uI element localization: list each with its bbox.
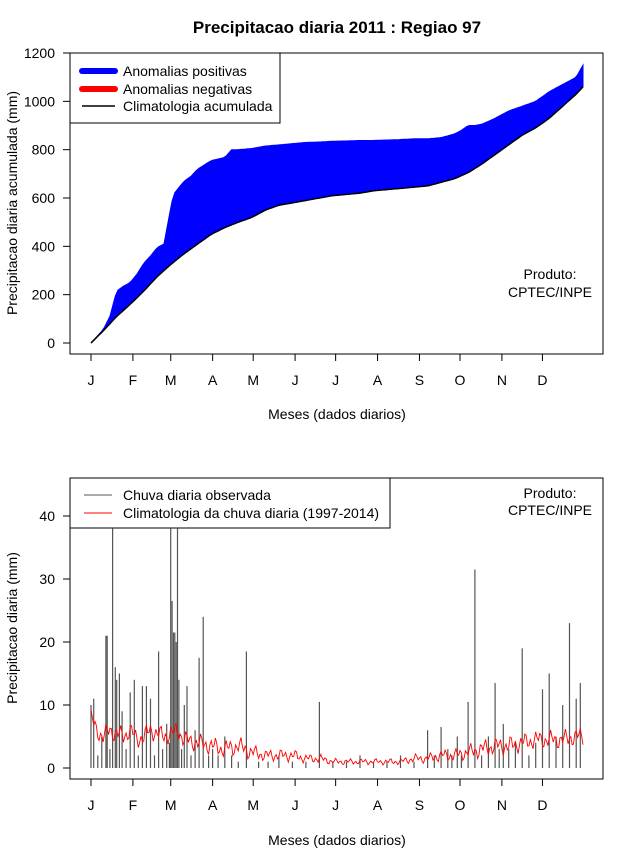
x-tick-label-bottom: O: [455, 797, 466, 813]
x-tick-label-top: S: [415, 372, 424, 388]
y-tick-label-top: 800: [32, 142, 56, 158]
daily-bars-group: [90, 528, 581, 768]
legend-label-negative: Anomalias negativas: [123, 81, 252, 97]
y-tick-label-bottom: 40: [39, 508, 55, 524]
y-tick-label-top: 400: [32, 238, 56, 254]
plot-frame-top: [69, 52, 604, 355]
x-tick-label-bottom: D: [537, 797, 547, 813]
legend-label-climatology: Climatologia acumulada: [123, 98, 273, 114]
x-tick-label-top: A: [373, 372, 383, 388]
legend-box-bottom: [69, 477, 391, 529]
x-tick-label-top: F: [129, 372, 138, 388]
chart-title: Precipitacao diaria 2011 : Regiao 97: [193, 18, 481, 37]
x-tick-label-bottom: N: [497, 797, 507, 813]
y-tick-label-top: 200: [32, 287, 56, 303]
y-tick-label-bottom: 20: [39, 634, 55, 650]
daily-climatology-group: [90, 709, 584, 766]
legend-top: Anomalias positivas Anomalias negativas …: [69, 52, 281, 124]
legend-label-positive: Anomalias positivas: [123, 63, 247, 79]
x-tick-label-bottom: M: [165, 797, 177, 813]
y-axis-label-bottom: Precipitacao diaria (mm): [4, 552, 20, 704]
y-tick-label-bottom: 0: [47, 760, 55, 776]
x-tick-label-top: N: [497, 372, 507, 388]
x-tick-label-top: O: [455, 372, 466, 388]
x-tick-label-top: J: [332, 372, 339, 388]
y-tick-label-top: 1000: [24, 93, 55, 109]
y-tick-label-top: 600: [32, 190, 56, 206]
climatology-cumulative-line: [90, 86, 584, 344]
daily-panel: 0 10 20 30 40 J F M A M J J A S O N D Meses (dados diar…: [4, 477, 604, 848]
product-note-line2-bottom: CPTEC/INPE: [508, 502, 592, 518]
y-tick-label-bottom: 30: [39, 571, 55, 587]
x-tick-label-bottom: J: [292, 797, 299, 813]
legend-label-daily-climatology: Climatologia da chuva diaria (1997-2014): [123, 505, 379, 521]
x-tick-label-top: D: [537, 372, 547, 388]
x-tick-label-top: J: [88, 372, 95, 388]
product-note-line1-top: Produto:: [524, 266, 577, 282]
y-tick-label-top: 0: [47, 335, 55, 351]
cumulative-panel: 0 200 400 600 800 1000 1200 J F M A M J J A S O N D Meses…: [4, 45, 604, 422]
product-note-line2-top: CPTEC/INPE: [508, 284, 592, 300]
x-tick-label-bottom: A: [373, 797, 383, 813]
x-tick-label-top: J: [292, 372, 299, 388]
x-tick-label-top: M: [247, 372, 259, 388]
x-axis-label-top: Meses (dados diarios): [268, 406, 406, 422]
x-tick-label-top: M: [165, 372, 177, 388]
legend-bottom: Chuva diaria observada Climatologia da c…: [69, 477, 391, 529]
y-tick-label-top: 1200: [24, 45, 55, 61]
x-axis-label-bottom: Meses (dados diarios): [268, 832, 406, 848]
x-tick-label-bottom: F: [129, 797, 138, 813]
x-tick-label-bottom: A: [208, 797, 218, 813]
x-tick-label-bottom: S: [415, 797, 424, 813]
legend-label-observed: Chuva diaria observada: [123, 487, 271, 503]
x-tick-label-bottom: J: [88, 797, 95, 813]
y-axis-top: 0 200 400 600 800 1000 1200: [24, 45, 70, 351]
climatology-line-group: [90, 86, 584, 344]
product-note-line1-bottom: Produto:: [524, 485, 577, 501]
y-axis-label-top: Precipitacao diaria acumulada (mm): [4, 91, 20, 315]
y-axis-bottom: 0 10 20 30 40: [39, 508, 70, 776]
daily-climatology-line: [90, 709, 584, 766]
x-tick-label-bottom: J: [332, 797, 339, 813]
y-tick-label-bottom: 10: [39, 697, 55, 713]
x-tick-label-bottom: M: [247, 797, 259, 813]
x-tick-label-top: A: [208, 372, 218, 388]
